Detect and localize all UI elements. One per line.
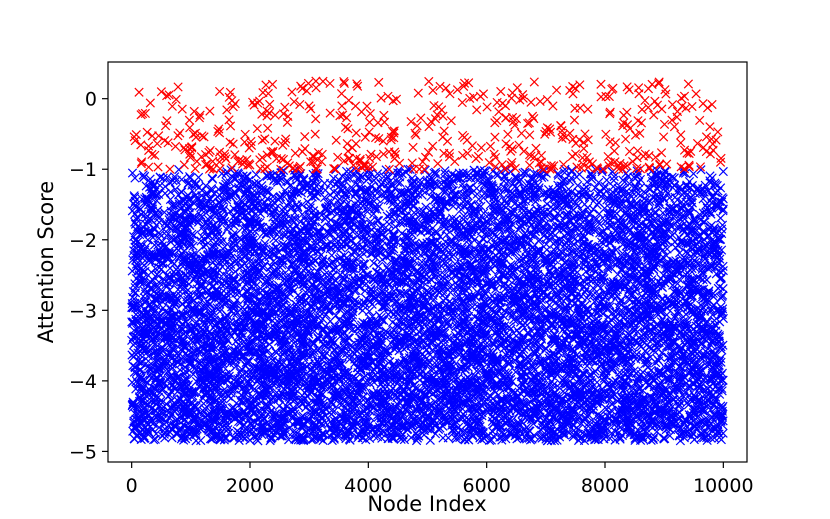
- scatter-point-low: [542, 199, 552, 209]
- scatter-point-low: [251, 169, 261, 180]
- scatter-point-low: [718, 166, 728, 177]
- scatter-point-low: [148, 275, 158, 285]
- scatter-point-low: [600, 181, 610, 191]
- scatter-point-low: [129, 191, 139, 201]
- points-layer: [127, 76, 728, 446]
- scatter-point-low: [207, 174, 218, 184]
- scatter-point-low: [425, 435, 435, 445]
- scatter-point-low: [373, 216, 384, 226]
- scatter-point-low: [631, 183, 641, 193]
